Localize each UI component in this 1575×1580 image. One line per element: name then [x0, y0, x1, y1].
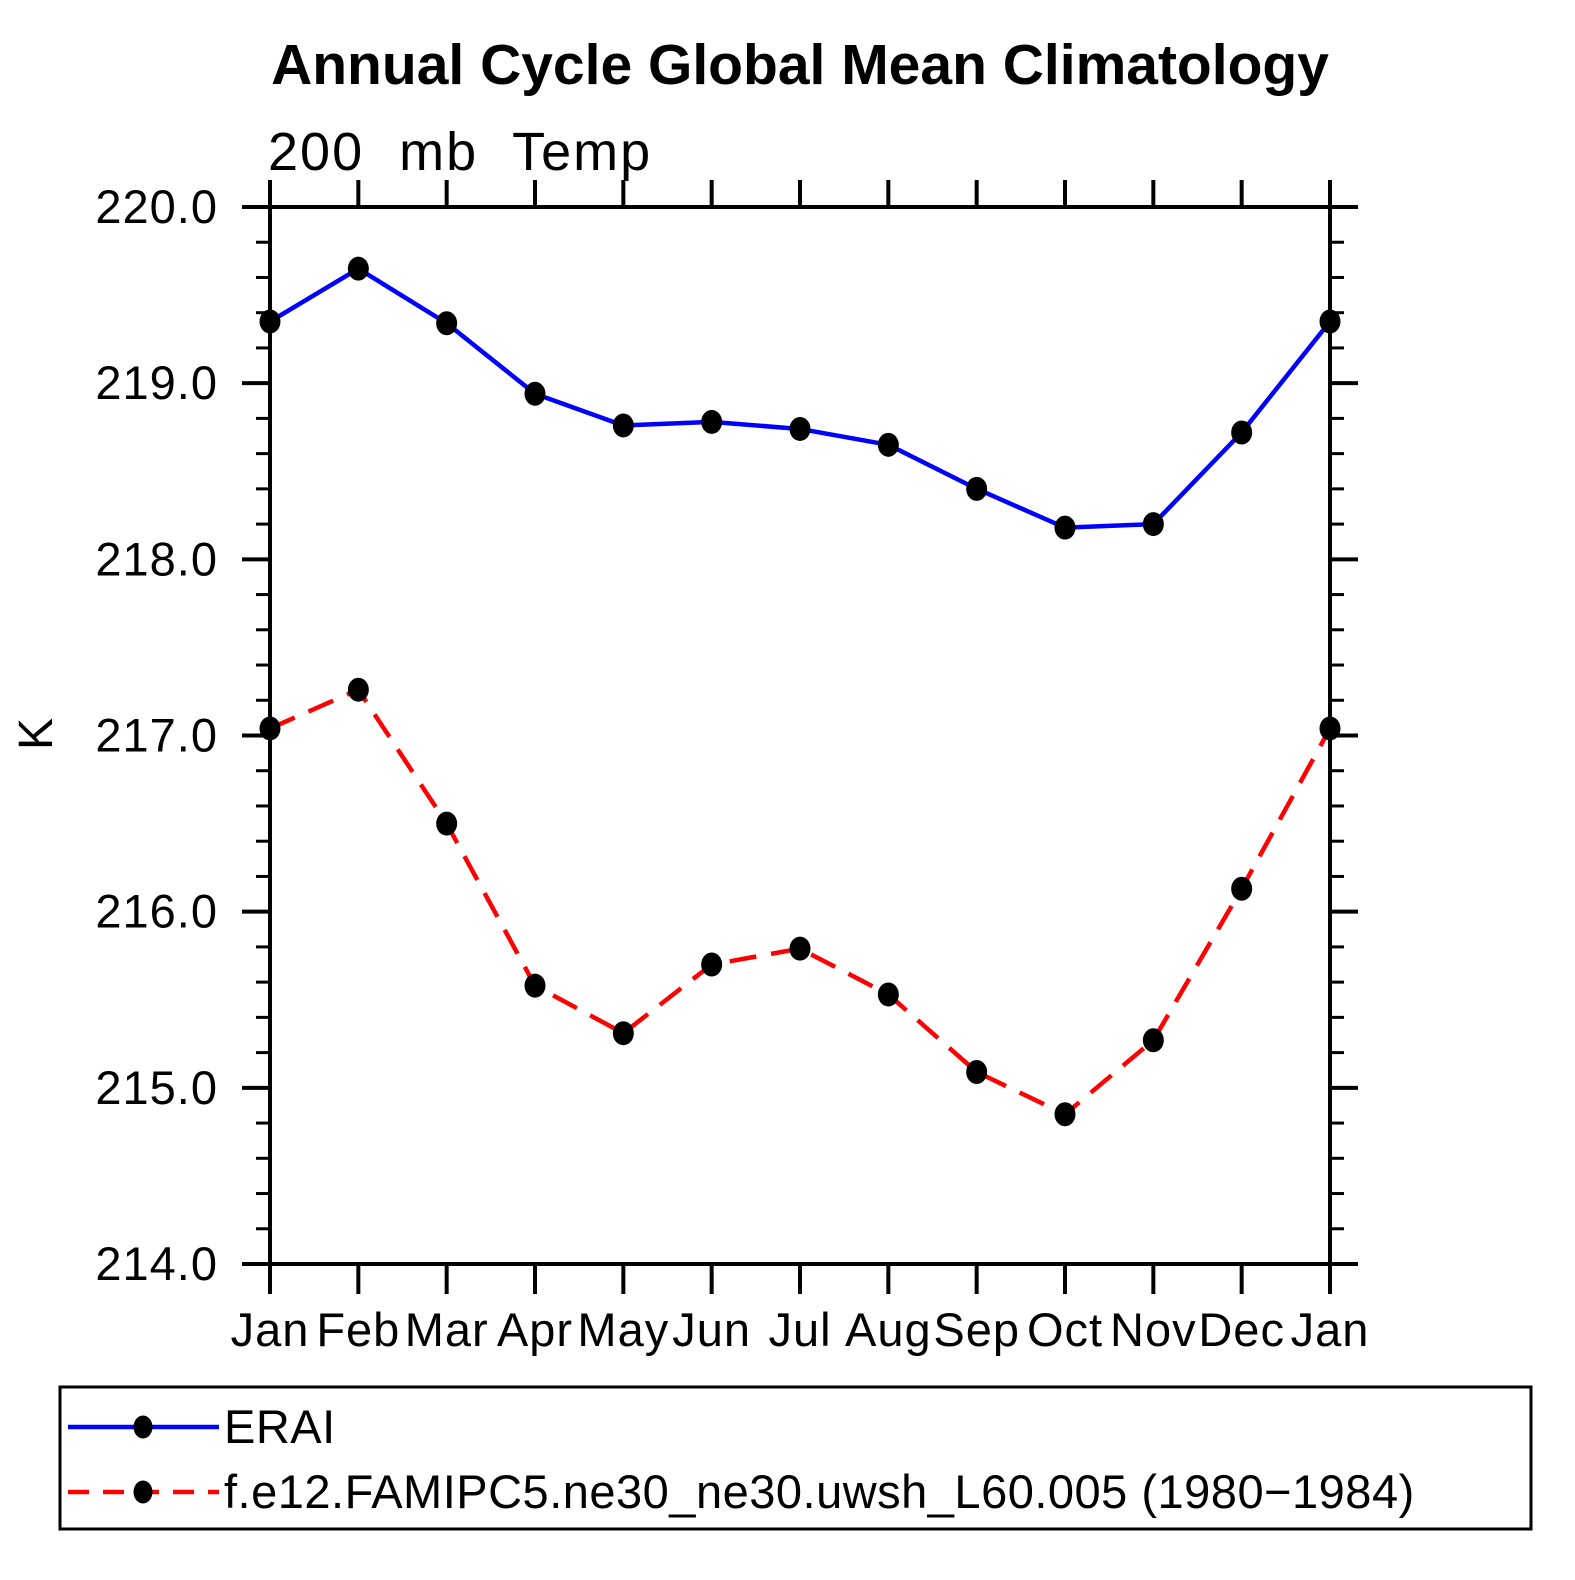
- legend-marker-dot: [133, 1480, 153, 1504]
- data-point-model: [1231, 876, 1253, 901]
- legend: ERAI f.e12.FAMIPC5.ne30_ne30.uwsh_L60.00…: [58, 1385, 1533, 1531]
- x-tick-label: Feb: [316, 1303, 400, 1356]
- x-tick-label: Sep: [933, 1303, 1020, 1356]
- x-tick-label: Jan: [231, 1303, 310, 1356]
- x-tick-label: Oct: [1027, 1303, 1103, 1356]
- data-point-erai: [259, 309, 281, 334]
- legend-box: [58, 1385, 1533, 1531]
- data-point-erai: [1319, 309, 1341, 334]
- legend-marker-dot: [133, 1415, 153, 1439]
- plot-frame: [268, 205, 1332, 1266]
- data-point-model: [347, 677, 369, 702]
- data-point-model: [789, 936, 811, 961]
- x-tick-label: Jan: [1291, 1303, 1370, 1356]
- data-point-model: [966, 1059, 988, 1084]
- data-point-model: [1319, 716, 1341, 741]
- data-point-erai: [877, 432, 899, 457]
- data-point-erai: [1142, 512, 1164, 537]
- x-tick-label: Mar: [405, 1303, 489, 1356]
- x-tick-label: Aug: [845, 1303, 932, 1356]
- y-tick-label: 218.0: [95, 532, 218, 585]
- y-axis-unit-label: K: [10, 718, 63, 750]
- data-point-erai: [966, 476, 988, 501]
- y-tick-label: 214.0: [95, 1237, 218, 1290]
- data-point-erai: [436, 311, 458, 336]
- data-point-erai: [701, 409, 723, 434]
- series-line-erai: [268, 266, 1332, 530]
- x-tick-label: May: [577, 1303, 669, 1356]
- legend-entry-erai: ERAI: [68, 1400, 336, 1453]
- data-point-model: [877, 982, 899, 1007]
- x-tick-label: Jul: [768, 1303, 831, 1356]
- data-point-erai: [1054, 515, 1076, 540]
- y-tick-label: 217.0: [95, 709, 218, 762]
- data-point-model: [1142, 1028, 1164, 1053]
- data-point-model: [701, 952, 723, 977]
- y-tick-label: 215.0: [95, 1061, 218, 1114]
- data-point-erai: [612, 413, 634, 438]
- y-tick-label: 220.0: [95, 180, 218, 233]
- data-point-erai: [347, 256, 369, 281]
- data-point-model: [612, 1021, 634, 1046]
- data-point-model: [1054, 1102, 1076, 1127]
- x-tick-label: Apr: [497, 1303, 573, 1356]
- data-point-erai: [789, 416, 811, 441]
- data-point-model: [259, 716, 281, 741]
- y-tick-label: 216.0: [95, 885, 218, 938]
- data-point-erai: [524, 381, 546, 406]
- chart-title: Annual Cycle Global Mean Climatology: [271, 33, 1329, 97]
- y-tick-label: 219.0: [95, 356, 218, 409]
- legend-label-erai: ERAI: [224, 1400, 336, 1453]
- data-point-model: [436, 811, 458, 836]
- chart-subtitle: 200 mb Temp: [268, 122, 652, 182]
- legend-entry-model: f.e12.FAMIPC5.ne30_ne30.uwsh_L60.005 (19…: [68, 1465, 1415, 1518]
- x-tick-label: Dec: [1198, 1303, 1285, 1356]
- data-point-model: [524, 973, 546, 998]
- data-point-erai: [1231, 420, 1253, 445]
- series-line-model: [269, 687, 1332, 1117]
- x-tick-label: Jun: [672, 1303, 751, 1356]
- legend-label-model: f.e12.FAMIPC5.ne30_ne30.uwsh_L60.005 (19…: [224, 1465, 1415, 1518]
- x-tick-label: Nov: [1110, 1303, 1197, 1356]
